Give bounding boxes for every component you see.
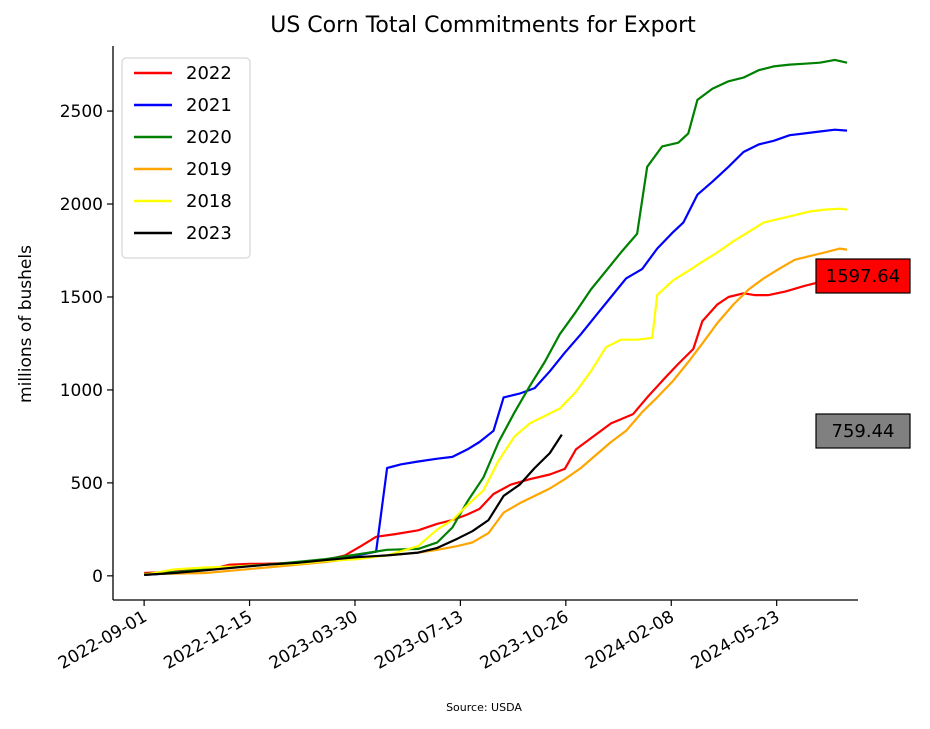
y-tick-label: 0 bbox=[92, 567, 103, 587]
legend-label: 2020 bbox=[186, 127, 232, 148]
legend-entry-2019: 2019 bbox=[134, 159, 232, 180]
x-tick-label: 2022-09-01 bbox=[55, 607, 151, 674]
annotation-label: 759.44 bbox=[832, 421, 895, 442]
series-line-2020 bbox=[144, 58, 848, 576]
legend: 2022 2021 2020 2019 2018 2023 bbox=[121, 57, 251, 259]
y-tick-label: 1500 bbox=[60, 288, 103, 308]
legend-entry-2023: 2023 bbox=[134, 223, 232, 244]
y-ticks: 0 500 1000 1500 2000 2500 bbox=[60, 102, 113, 587]
legend-frame bbox=[121, 57, 251, 259]
x-tick-label: 2023-07-13 bbox=[371, 607, 467, 674]
x-tick-label: 2024-02-08 bbox=[582, 607, 678, 674]
y-tick-label: 500 bbox=[71, 474, 103, 494]
legend-label: 2019 bbox=[186, 159, 232, 180]
series-line-2019 bbox=[144, 247, 848, 576]
series-line-2022 bbox=[144, 277, 848, 575]
legend-entry-2022: 2022 bbox=[134, 63, 232, 84]
legend-label: 2021 bbox=[186, 95, 232, 116]
legend-label: 2023 bbox=[186, 223, 232, 244]
chart-title: US Corn Total Commitments for Export bbox=[270, 13, 696, 38]
source-note: Source: USDA bbox=[446, 701, 522, 714]
legend-entry-2020: 2020 bbox=[134, 127, 232, 148]
y-axis-label: millions of bushels bbox=[16, 245, 36, 403]
value-annotations: 1597.64 759.44 bbox=[815, 258, 911, 449]
y-tick-label: 1000 bbox=[60, 381, 103, 401]
series-line-2018 bbox=[143, 207, 848, 576]
y-tick-label: 2500 bbox=[60, 102, 103, 122]
x-tick-label: 2024-05-23 bbox=[688, 607, 784, 674]
series-line-2023 bbox=[144, 434, 563, 576]
x-tick-label: 2023-10-26 bbox=[477, 607, 573, 674]
y-tick-label: 2000 bbox=[60, 195, 103, 215]
series-lines bbox=[143, 58, 848, 576]
legend-label: 2022 bbox=[186, 63, 232, 84]
annotation-label: 1597.64 bbox=[826, 266, 900, 287]
legend-label: 2018 bbox=[186, 191, 232, 212]
annotation-box: 759.44 bbox=[815, 413, 911, 449]
x-tick-label: 2022-12-15 bbox=[160, 607, 256, 674]
annotation-box: 1597.64 bbox=[815, 258, 911, 294]
x-ticks: 2022-09-01 2022-12-15 2023-03-30 2023-07-13… bbox=[55, 600, 783, 674]
x-tick-label: 2023-03-30 bbox=[266, 607, 362, 674]
legend-entry-2021: 2021 bbox=[134, 95, 232, 116]
legend-entry-2018: 2018 bbox=[134, 191, 232, 212]
